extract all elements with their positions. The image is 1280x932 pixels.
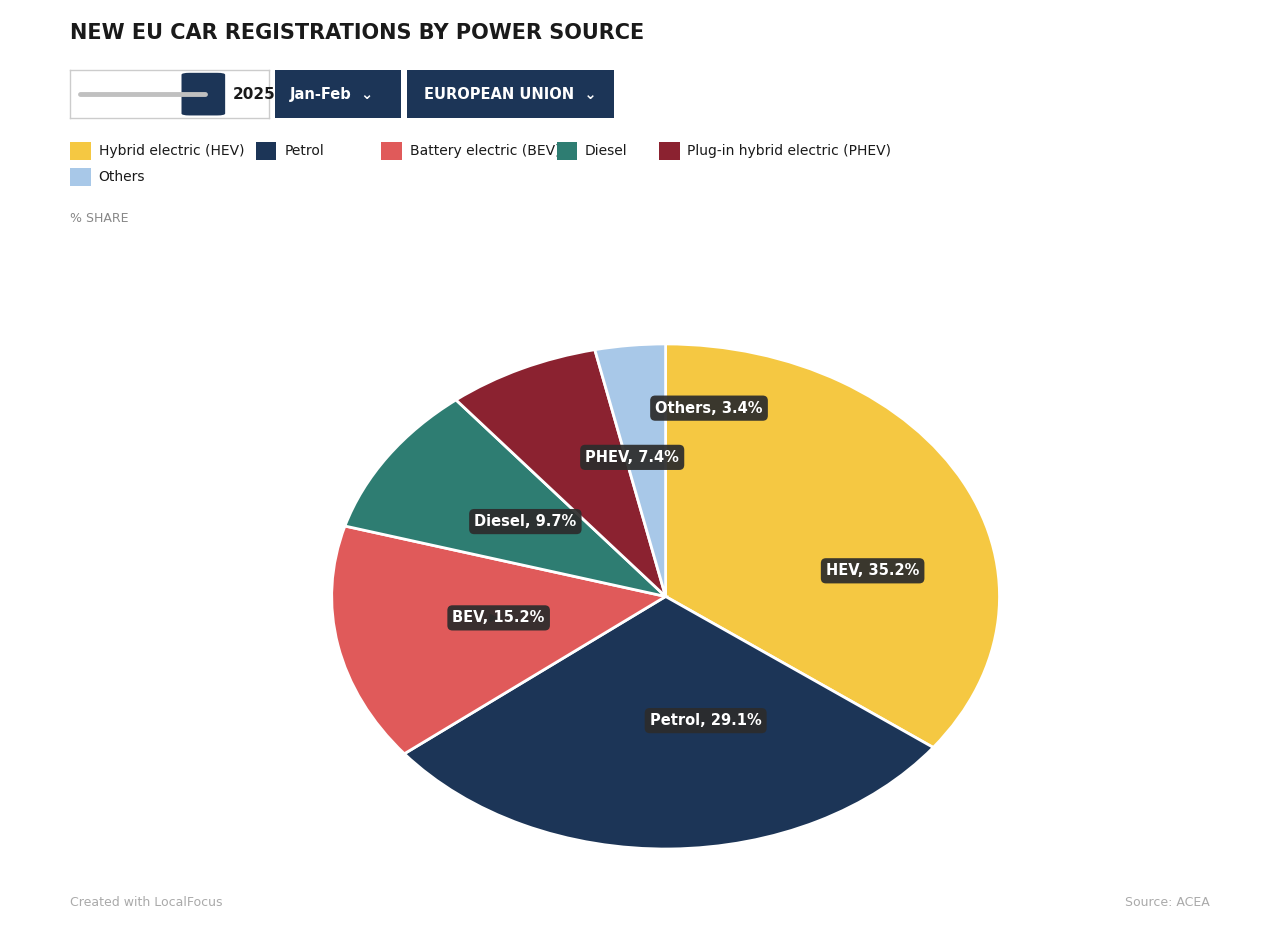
Text: 2025: 2025: [233, 87, 275, 102]
Text: Created with LocalFocus: Created with LocalFocus: [70, 896, 223, 909]
Text: Petrol, 29.1%: Petrol, 29.1%: [650, 713, 762, 728]
Wedge shape: [456, 350, 666, 596]
Text: EUROPEAN UNION  ⌄: EUROPEAN UNION ⌄: [425, 87, 596, 102]
FancyBboxPatch shape: [182, 73, 225, 116]
Text: Hybrid electric (HEV): Hybrid electric (HEV): [99, 144, 244, 158]
Wedge shape: [666, 344, 1000, 747]
Text: Others: Others: [99, 170, 145, 185]
Text: Jan-Feb  ⌄: Jan-Feb ⌄: [289, 87, 374, 102]
Text: Others, 3.4%: Others, 3.4%: [655, 401, 763, 416]
Text: PHEV, 7.4%: PHEV, 7.4%: [585, 450, 680, 465]
Text: Diesel: Diesel: [585, 144, 627, 158]
Wedge shape: [332, 526, 666, 754]
Text: BEV, 15.2%: BEV, 15.2%: [452, 610, 545, 625]
Text: Plug-in hybrid electric (PHEV): Plug-in hybrid electric (PHEV): [687, 144, 891, 158]
Text: % SHARE: % SHARE: [70, 212, 129, 225]
Text: HEV, 35.2%: HEV, 35.2%: [826, 563, 919, 578]
Text: Battery electric (BEV): Battery electric (BEV): [410, 144, 561, 158]
Wedge shape: [344, 400, 666, 596]
Text: Diesel, 9.7%: Diesel, 9.7%: [474, 514, 576, 529]
Text: Source: ACEA: Source: ACEA: [1125, 896, 1210, 909]
Text: Petrol: Petrol: [284, 144, 324, 158]
Wedge shape: [595, 344, 666, 596]
Text: NEW EU CAR REGISTRATIONS BY POWER SOURCE: NEW EU CAR REGISTRATIONS BY POWER SOURCE: [70, 23, 645, 43]
Wedge shape: [404, 596, 933, 849]
